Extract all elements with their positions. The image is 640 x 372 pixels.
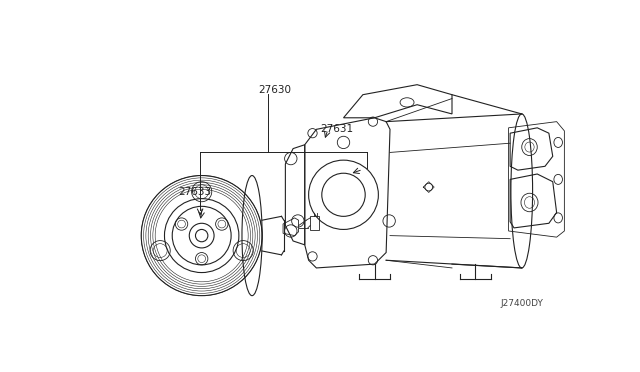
Text: J27400DY: J27400DY (500, 299, 543, 308)
Text: 27630: 27630 (259, 85, 291, 95)
Text: 27633: 27633 (179, 187, 212, 197)
Bar (310, 217, 319, 230)
Text: 27631: 27631 (320, 124, 353, 134)
